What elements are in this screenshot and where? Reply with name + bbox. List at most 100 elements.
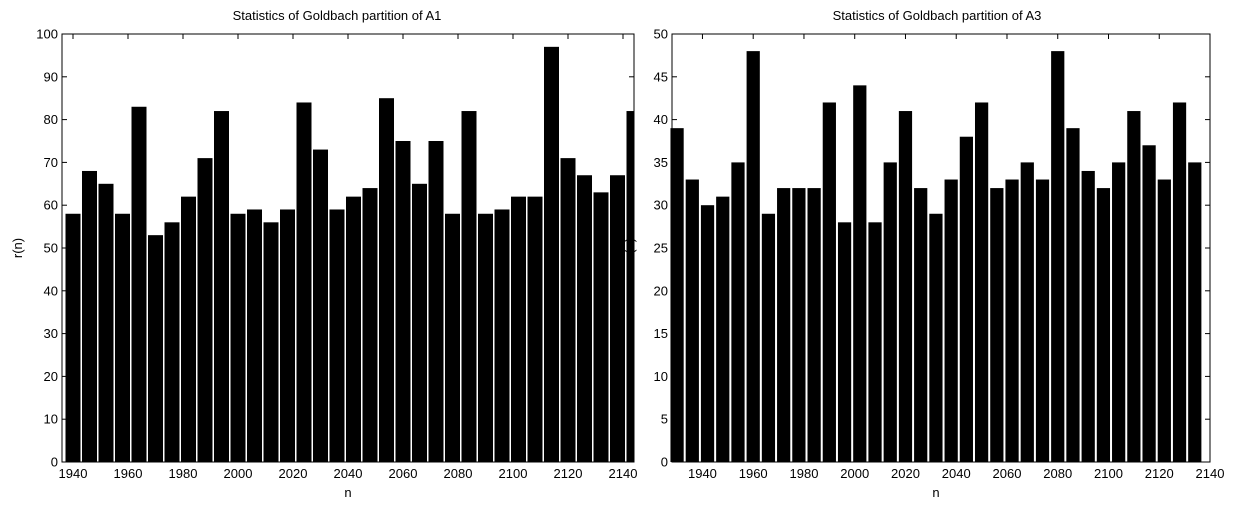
bar <box>685 179 699 462</box>
bar <box>700 205 715 462</box>
bar <box>362 188 378 462</box>
bar <box>883 162 897 462</box>
bar <box>959 136 973 462</box>
bar <box>544 46 559 463</box>
bar <box>1066 128 1080 462</box>
y-tick-label: 0 <box>51 455 58 470</box>
bar <box>379 98 394 462</box>
bar <box>82 170 97 462</box>
bar <box>445 213 460 462</box>
x-tick-label: 2060 <box>993 466 1022 481</box>
y-tick-label: 5 <box>661 412 668 427</box>
bar <box>131 106 147 462</box>
bar <box>1005 179 1019 462</box>
x-tick-label: 2020 <box>279 466 308 481</box>
bar <box>792 188 806 462</box>
bar <box>761 213 776 462</box>
x-tick-label: 2140 <box>609 466 638 481</box>
y-tick-label: 40 <box>44 283 58 298</box>
bar <box>1142 145 1156 462</box>
bar <box>65 213 81 462</box>
x-tick-label: 1980 <box>169 466 198 481</box>
bar <box>164 222 180 462</box>
bar <box>527 196 543 462</box>
bar <box>329 209 345 462</box>
bar <box>716 196 730 462</box>
x-tick-label: 2080 <box>444 466 473 481</box>
chart-panel-a3: Statistics of Goldbach partition of A3 n… <box>622 8 1224 500</box>
bar <box>1081 170 1095 462</box>
bar <box>478 213 493 462</box>
y-tick-label: 40 <box>654 112 668 127</box>
bar <box>263 222 279 462</box>
bar <box>461 111 477 462</box>
bar <box>1172 102 1187 462</box>
bar <box>868 222 882 462</box>
y-tick-label: 10 <box>654 369 668 384</box>
y-tick-label: 90 <box>44 69 58 84</box>
bar <box>148 235 163 462</box>
y-tick-label: 30 <box>654 198 668 213</box>
y-axis-label: r(n) <box>622 238 637 258</box>
bar <box>974 102 989 462</box>
bar <box>1112 162 1126 462</box>
y-tick-label: 45 <box>654 69 668 84</box>
x-tick-label: 2120 <box>1145 466 1174 481</box>
y-tick-label: 0 <box>661 455 668 470</box>
bar <box>313 149 328 462</box>
x-tick-label: 2040 <box>334 466 363 481</box>
bar <box>914 188 928 462</box>
bar <box>1157 179 1171 462</box>
x-axis-label: n <box>932 485 939 500</box>
x-axis-label: n <box>344 485 351 500</box>
bar <box>577 175 592 463</box>
x-tick-label: 1940 <box>688 466 717 481</box>
x-tick-label: 1960 <box>114 466 143 481</box>
x-tick-label: 2040 <box>942 466 971 481</box>
bar <box>990 188 1004 462</box>
y-tick-label: 15 <box>654 326 668 341</box>
chart-title: Statistics of Goldbach partition of A3 <box>833 8 1042 23</box>
y-tick-label: 50 <box>44 241 58 256</box>
bar <box>296 102 312 462</box>
x-tick-label: 1940 <box>59 466 88 481</box>
bar <box>115 213 130 462</box>
y-tick-label: 60 <box>44 198 58 213</box>
y-tick-label: 10 <box>44 412 58 427</box>
bar <box>898 111 913 462</box>
y-tick-label: 50 <box>654 27 668 42</box>
x-tick-label: 2140 <box>1196 466 1225 481</box>
bar <box>560 158 576 462</box>
bar <box>777 188 791 462</box>
bar <box>280 209 295 462</box>
x-tick-label: 2020 <box>891 466 920 481</box>
bar <box>1020 162 1034 462</box>
bar <box>944 179 958 462</box>
bar <box>98 183 114 463</box>
x-tick-label: 1980 <box>790 466 819 481</box>
bar <box>247 209 262 462</box>
chart-title: Statistics of Goldbach partition of A1 <box>233 8 442 23</box>
x-tick-label: 2100 <box>499 466 528 481</box>
bar <box>412 183 427 463</box>
y-tick-label: 30 <box>44 326 58 341</box>
bar <box>807 188 821 462</box>
bar <box>853 85 867 463</box>
bar <box>346 196 361 462</box>
x-tick-label: 2100 <box>1094 466 1123 481</box>
x-tick-label: 2000 <box>840 466 869 481</box>
x-tick-label: 2060 <box>389 466 418 481</box>
x-tick-label: 2000 <box>224 466 253 481</box>
bar <box>731 162 745 462</box>
bar <box>511 196 526 462</box>
bar <box>494 209 510 462</box>
bar <box>1096 188 1111 462</box>
y-tick-label: 80 <box>44 112 58 127</box>
bar <box>181 196 196 462</box>
x-tick-label: 2080 <box>1043 466 1072 481</box>
bar <box>610 175 625 463</box>
bar <box>822 102 836 462</box>
y-tick-label: 20 <box>44 369 58 384</box>
bar <box>197 158 213 462</box>
